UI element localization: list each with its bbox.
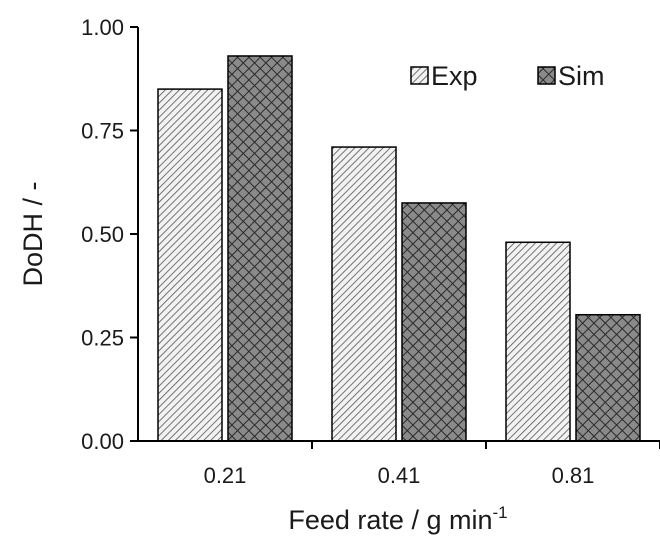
legend: Exp Sim (410, 61, 605, 91)
x-ticks-group: 0.21 0.41 0.81 (204, 441, 660, 488)
x-tick-label: 0.81 (552, 463, 595, 488)
bar-sim-1 (401, 202, 467, 442)
x-axis-title: Feed rate / g min-1 (288, 503, 507, 535)
bar-exp-0 (157, 88, 223, 442)
y-tick-label: 0.75 (81, 119, 124, 144)
legend-swatch-sim (537, 66, 556, 85)
x-tick-label: 0.41 (378, 463, 421, 488)
legend-swatch-exp (410, 66, 429, 85)
bar-exp-2 (505, 241, 571, 442)
legend-label-exp: Exp (431, 61, 478, 91)
x-axis-title-main: Feed rate / g min (288, 505, 492, 535)
y-tick-label: 0.50 (81, 222, 124, 247)
y-ticks-group: 0.00 0.25 0.50 0.75 1.00 (81, 15, 138, 454)
bar-exp-1 (331, 146, 397, 442)
x-tick-label: 0.21 (204, 463, 247, 488)
y-tick-label: 0.00 (81, 429, 124, 454)
bar-sim-2 (575, 313, 641, 442)
bar-sim-0 (227, 55, 293, 442)
y-axis-title: DoDH / - (18, 181, 48, 286)
x-axis-title-superscript: -1 (492, 503, 507, 522)
legend-label-sim: Sim (558, 61, 605, 91)
y-tick-label: 0.25 (81, 326, 124, 351)
bars-group (157, 55, 641, 442)
y-tick-label: 1.00 (81, 15, 124, 40)
